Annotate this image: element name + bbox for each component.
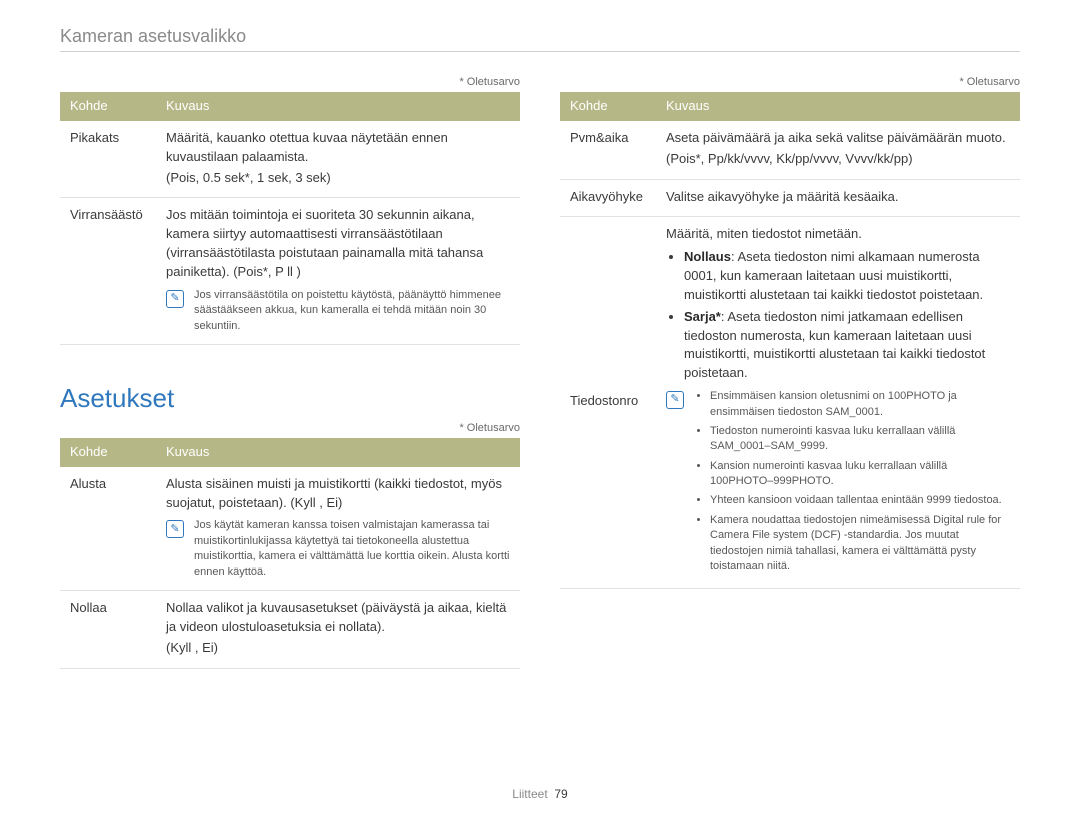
cell-kuvaus: Määritä, miten tiedostot nimetään. Nolla… [656,217,1020,589]
default-note: * Oletusarvo [60,422,520,434]
section-heading-asetukset: Asetukset [60,383,520,414]
bullet-label: Nollaus [684,249,731,264]
cell-kuvaus: Aseta päivämäärä ja aika sekä valitse pä… [656,121,1020,179]
options-inline: (Kyll , Ei) [290,495,342,510]
bullet-list: Nollaus: Aseta tiedoston nimi alkamaan n… [666,248,1010,383]
cell-kuvaus: Valitse aikavyöhyke ja määritä kesäaika. [656,179,1020,217]
desc-text: Määritä, kauanko otettua kuvaa näytetään… [166,130,448,164]
table-row: Aikavyöhyke Valitse aikavyöhyke ja määri… [560,179,1020,217]
left-column: * Oletusarvo Kohde Kuvaus Pikakats Määri… [60,76,520,669]
desc-text: Jos mitään toimintoja ei suoriteta 30 se… [166,207,483,279]
col-header-kuvaus: Kuvaus [156,92,520,121]
cell-kohde: Alusta [60,467,156,591]
bullet-text: : Aseta tiedoston nimi jatkamaan edellis… [684,309,985,381]
bullet-item: Sarja*: Aseta tiedoston nimi jatkamaan e… [684,308,1010,383]
cell-kuvaus: Nollaa valikot ja kuvausasetukset (päivä… [156,591,520,669]
table-row: Pikakats Määritä, kauanko otettua kuvaa … [60,121,520,198]
table-row: Pvm&aika Aseta päivämäärä ja aika sekä v… [560,121,1020,179]
note-box: ✎ Jos käytät kameran kanssa toisen valmi… [166,518,510,580]
content-columns: * Oletusarvo Kohde Kuvaus Pikakats Määri… [60,76,1020,669]
col-header-kuvaus: Kuvaus [156,438,520,467]
default-note: * Oletusarvo [560,76,1020,88]
footer-page: 79 [554,787,567,801]
table-right: Kohde Kuvaus Pvm&aika Aseta päivämäärä j… [560,92,1020,589]
table-row: Virransäästö Jos mitään toimintoja ei su… [60,198,520,345]
cell-kuvaus: Alusta sisäinen muisti ja muistikortti (… [156,467,520,591]
bullet-label: Sarja* [684,309,721,324]
bullet-item: Nollaus: Aseta tiedoston nimi alkamaan n… [684,248,1010,305]
note-bullet-list: Ensimmäisen kansion oletusnimi on 100PHO… [694,389,1010,578]
note-bullet: Tiedoston numerointi kasvaa luku kerrall… [710,424,1010,455]
table-upper: Kohde Kuvaus Pikakats Määritä, kauanko o… [60,92,520,345]
note-box: ✎ Ensimmäisen kansion oletusnimi on 100P… [666,389,1010,578]
footer-label: Liitteet [512,787,547,801]
col-header-kohde: Kohde [560,92,656,121]
table-lower: Kohde Kuvaus Alusta Alusta sisäinen muis… [60,438,520,669]
cell-kohde: Virransäästö [60,198,156,345]
table-row: Tiedostonro Määritä, miten tiedostot nim… [560,217,1020,589]
cell-kuvaus: Jos mitään toimintoja ei suoriteta 30 se… [156,198,520,345]
options-text: (Pois, 0.5 sek*, 1 sek, 3 sek) [166,169,510,188]
info-icon: ✎ [166,520,184,538]
info-icon: ✎ [166,290,184,308]
col-header-kohde: Kohde [60,92,156,121]
cell-kohde: Pikakats [60,121,156,198]
cell-kuvaus: Määritä, kauanko otettua kuvaa näytetään… [156,121,520,198]
page-title: Kameran asetusvalikko [60,26,1020,47]
desc-text: Määritä, miten tiedostot nimetään. [666,226,862,241]
right-column: * Oletusarvo Kohde Kuvaus Pvm&aika Aseta… [560,76,1020,669]
options-text: (Pois*, Pp/kk/vvvv, Kk/pp/vvvv, Vvvv/kk/… [666,150,1010,169]
options-inline: (Pois*, P ll ) [233,264,301,279]
desc-text: Aseta päivämäärä ja aika sekä valitse pä… [666,130,1006,145]
note-bullet: Ensimmäisen kansion oletusnimi on 100PHO… [710,389,1010,420]
cell-kohde: Tiedostonro [560,217,656,589]
cell-kohde: Pvm&aika [560,121,656,179]
desc-text: Nollaa valikot ja kuvausasetukset (päivä… [166,600,506,634]
default-note: * Oletusarvo [60,76,520,88]
cell-kohde: Nollaa [60,591,156,669]
header-rule [60,51,1020,52]
note-bullet: Kamera noudattaa tiedostojen nimeämisess… [710,513,1010,575]
note-bullet: Yhteen kansioon voidaan tallentaa enintä… [710,493,1010,508]
col-header-kohde: Kohde [60,438,156,467]
note-text: Jos käytät kameran kanssa toisen valmist… [194,518,510,580]
col-header-kuvaus: Kuvaus [656,92,1020,121]
table-row: Alusta Alusta sisäinen muisti ja muistik… [60,467,520,591]
note-text: Jos virransäästötila on poistettu käytös… [194,288,510,334]
page-header: Kameran asetusvalikko [60,26,1020,52]
desc-text: Valitse aikavyöhyke ja määritä kesäaika. [666,189,898,204]
page-footer: Liitteet 79 [0,787,1080,801]
table-row: Nollaa Nollaa valikot ja kuvausasetukset… [60,591,520,669]
cell-kohde: Aikavyöhyke [560,179,656,217]
options-text: (Kyll , Ei) [166,639,510,658]
note-bullet: Kansion numerointi kasvaa luku kerrallaa… [710,459,1010,490]
note-box: ✎ Jos virransäästötila on poistettu käyt… [166,288,510,334]
info-icon: ✎ [666,391,684,409]
